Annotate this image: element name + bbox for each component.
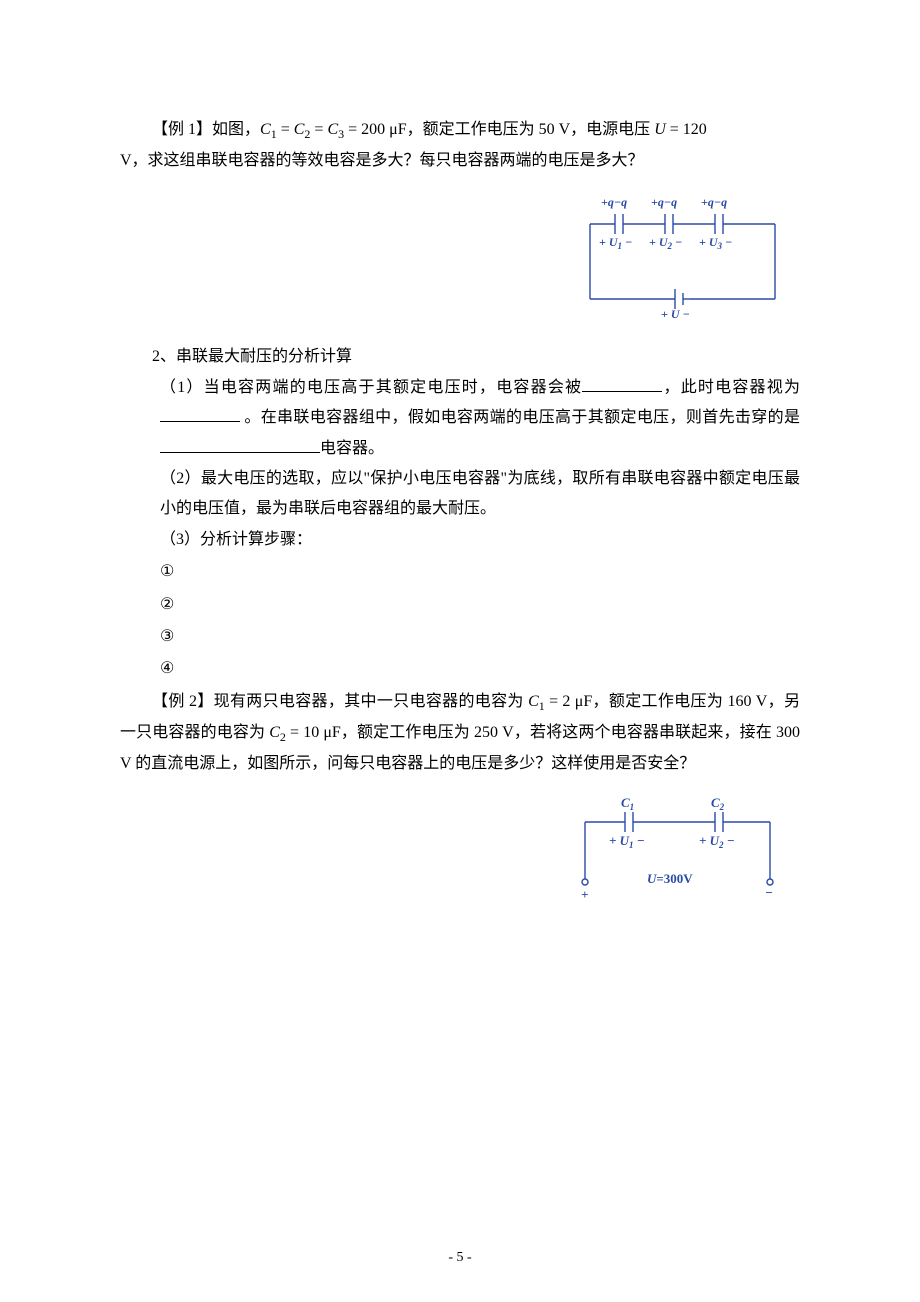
example2-paragraph: 【例 2】现有两只电容器，其中一只电容器的电容为 C1 = 2 μF，额定工作电…: [120, 687, 800, 779]
s2-i1-b: ，此时电容器视为: [662, 379, 800, 396]
s2-i1-d: 电容器。: [320, 440, 384, 457]
svg-text:+ U2 −: + U2 −: [649, 235, 682, 251]
diagram2-svg: C1 C2 + U1 − + U2 − U=300V + −: [565, 787, 790, 902]
diagram1-container: +q−q +q−q +q−q + U1 − + U2 − + U3 − + U …: [120, 184, 800, 324]
steps-list: ① ② ③ ④: [120, 557, 800, 685]
s2-i1-a: （1）当电容两端的电压高于其额定电压时，电容器会被: [160, 379, 582, 396]
example1-label: 【例 1】: [152, 121, 212, 138]
svg-text:+ U1 −: + U1 −: [599, 235, 632, 251]
example1-paragraph-2: V，求这组串联电容器的等效电容是多大？每只电容器两端的电压是多大？: [120, 146, 800, 176]
example2-label: 【例 2】: [152, 693, 214, 710]
svg-text:C2: C2: [711, 795, 725, 812]
section2-item2: （2）最大电压的选取，应以"保护小电压电容器"为底线，取所有串联电容器中额定电压…: [120, 464, 800, 525]
blank-2: [160, 405, 240, 422]
step-1: ①: [160, 557, 800, 587]
ex1-text-a: 如图，: [212, 121, 260, 138]
blank-1: [582, 375, 662, 392]
step-4: ④: [160, 654, 800, 684]
svg-text:+ U1 −: + U1 −: [609, 833, 645, 850]
blank-3: [160, 436, 320, 453]
ex1-text-c: V，求这组串联电容器的等效电容是多大？每只电容器两端的电压是多大？: [120, 152, 644, 169]
section2-item1: （1）当电容两端的电压高于其额定电压时，电容器会被 ，此时电容器视为 。在串联电容…: [120, 373, 800, 464]
ex2-text-a: 现有两只电容器，其中一只电容器的电容为: [214, 693, 528, 710]
svg-text:+ U2 −: + U2 −: [699, 833, 735, 850]
page: 【例 1】如图，C1 = C2 = C3 = 200 μF，额定工作电压为 50…: [0, 0, 920, 1302]
svg-text:+ U −: + U −: [661, 307, 690, 321]
svg-text:U=300V: U=300V: [647, 871, 693, 886]
page-number: - 5 -: [0, 1245, 920, 1272]
svg-text:−: −: [765, 885, 773, 900]
svg-text:C1: C1: [621, 795, 634, 812]
svg-text:+ U3 −: + U3 −: [699, 235, 732, 251]
s2-i1-c: 。在串联电容器组中，假如电容两端的电压高于其额定电压，则首先击穿的是: [240, 409, 800, 426]
svg-text:+q−q: +q−q: [651, 195, 677, 209]
svg-text:+q−q: +q−q: [701, 195, 727, 209]
step-3: ③: [160, 622, 800, 652]
diagram1-svg: +q−q +q−q +q−q + U1 − + U2 − + U3 − + U …: [575, 184, 790, 324]
svg-text:+: +: [581, 887, 588, 902]
step-2: ②: [160, 590, 800, 620]
ex1-text-b: ，额定工作电压为 50 V，电源电压: [407, 121, 655, 138]
section2-item3: （3）分析计算步骤：: [120, 525, 800, 555]
section2-heading: 2、串联最大耐压的分析计算: [120, 342, 800, 372]
example1-paragraph: 【例 1】如图，C1 = C2 = C3 = 200 μF，额定工作电压为 50…: [120, 115, 800, 146]
svg-text:+q−q: +q−q: [601, 195, 627, 209]
diagram2-container: C1 C2 + U1 − + U2 − U=300V + −: [120, 787, 800, 902]
